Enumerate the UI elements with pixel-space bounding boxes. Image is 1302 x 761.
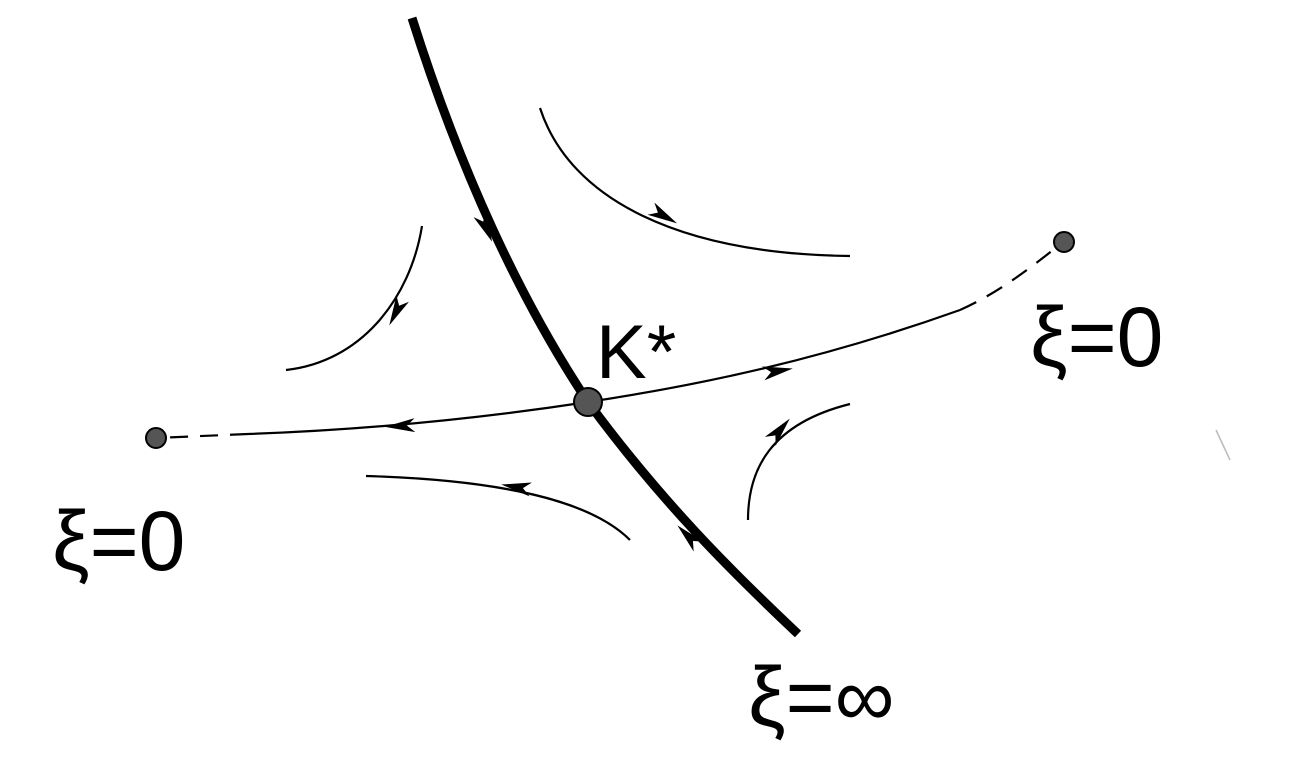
- flow-curve-bottom-left-arrow: [501, 482, 532, 497]
- flow-curve-top-right: [538, 107, 851, 258]
- flow-curve-bottom-right: [746, 402, 851, 521]
- bottom-endpoint-label: ξ=∞: [748, 650, 895, 744]
- relevant-trajectory-left: [247, 400, 589, 436]
- left-endpoint-label: ξ=0: [52, 494, 185, 588]
- fixed-point-label: K*: [596, 310, 676, 395]
- scan-artifact-mark: [1215, 429, 1231, 461]
- right-endpoint-label: ξ=0: [1030, 290, 1163, 384]
- endpoint-right: [1053, 231, 1075, 253]
- relevant-trajectory-right-dashed: [959, 242, 1063, 312]
- flow-curve-left-arrow: [389, 295, 409, 326]
- fixed-point-k-star: [573, 387, 603, 417]
- flow-curve-bottom-left: [365, 474, 631, 541]
- flow-curve-top-right-arrow: [647, 202, 678, 224]
- endpoint-left: [145, 427, 167, 449]
- flow-curve-left: [285, 225, 424, 372]
- relevant-trajectory-right-arrow: [762, 366, 793, 381]
- relevant-trajectory-left-dashed: [155, 432, 249, 440]
